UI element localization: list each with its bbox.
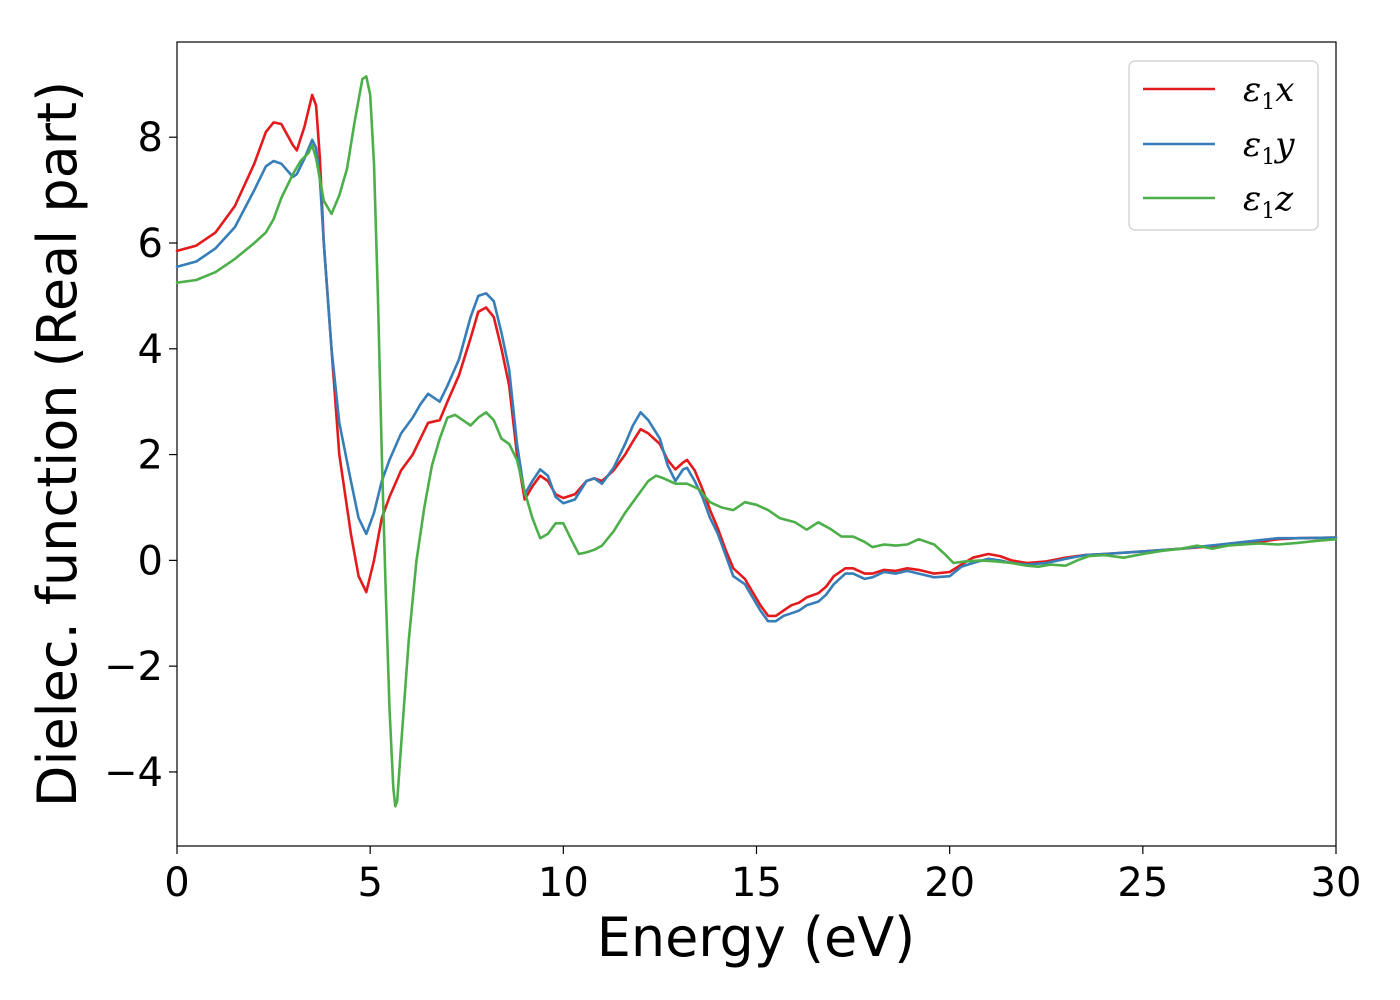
- series-lines: [175, 75, 1338, 808]
- legend-label-x: ε1x: [1243, 70, 1294, 115]
- series-line-y: [175, 138, 1338, 623]
- x-tick-label: 15: [731, 860, 782, 906]
- legend-box: [1128, 60, 1319, 231]
- y-axis-title: Dielec. function (Real part): [26, 81, 89, 807]
- y-tick-label: 2: [138, 433, 163, 479]
- y-tick-label: 8: [138, 115, 163, 161]
- x-axis-title: Energy (eV): [597, 906, 916, 969]
- legend-label-y: ε1y: [1243, 125, 1295, 170]
- x-tick-label: 10: [538, 860, 589, 906]
- legend-label-z: ε1z: [1243, 179, 1294, 224]
- y-tick-label: 6: [138, 221, 163, 267]
- y-tick-label: −4: [104, 750, 163, 796]
- series-line-x: [175, 93, 1338, 618]
- y-tick-label: 0: [138, 538, 163, 584]
- x-tick-label: 25: [1117, 860, 1168, 906]
- legend-items: ε1x ε1y ε1z: [1143, 70, 1295, 224]
- x-tick-label: 5: [357, 860, 382, 906]
- y-tick-label: −2: [104, 644, 163, 690]
- y-tick-label: 4: [138, 327, 163, 373]
- x-tick-label: 30: [1311, 860, 1362, 906]
- y-axis-ticks: −4 −2 0 2 4 6 8: [104, 115, 177, 796]
- x-tick-label: 0: [164, 860, 189, 906]
- series-line-z: [175, 75, 1338, 808]
- x-tick-label: 20: [924, 860, 975, 906]
- legend: ε1x ε1y ε1z: [1128, 60, 1319, 231]
- x-axis-ticks: 0 5 10 15 20 25 30: [164, 846, 1361, 906]
